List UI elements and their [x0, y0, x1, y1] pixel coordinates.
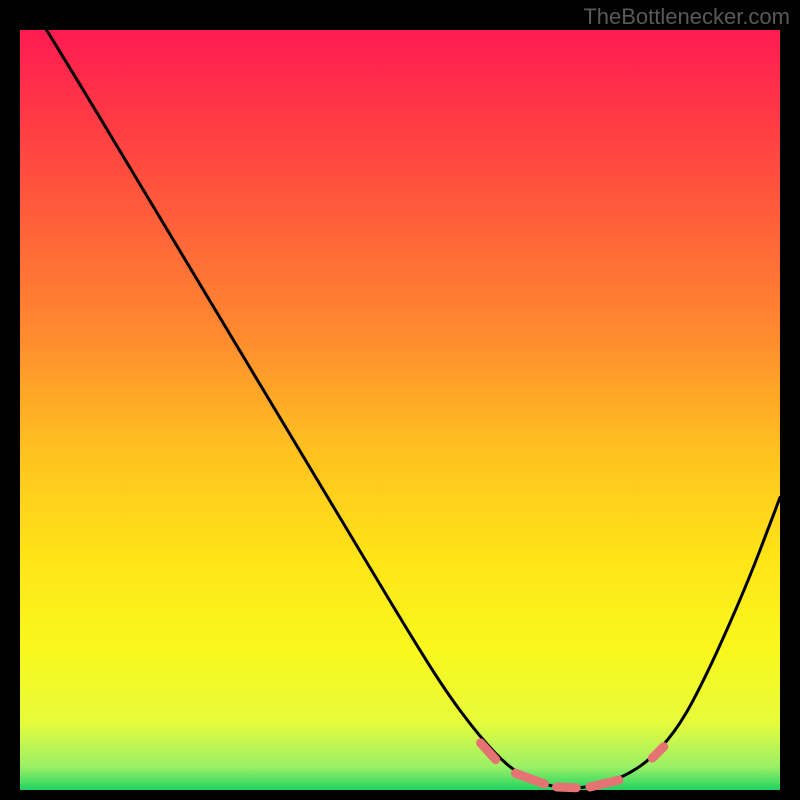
curve-marker-dash	[557, 787, 577, 788]
bottleneck-chart	[0, 0, 800, 800]
chart-container: { "watermark": { "text": "TheBottlenecke…	[0, 0, 800, 800]
plot-background	[20, 30, 780, 790]
